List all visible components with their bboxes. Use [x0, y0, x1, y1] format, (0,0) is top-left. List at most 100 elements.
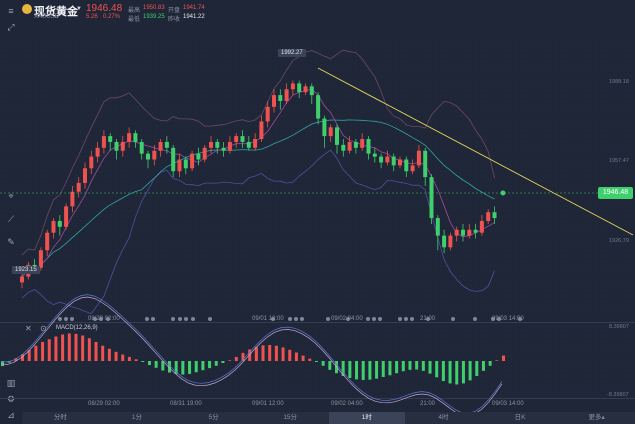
- event-marker[interactable]: [64, 317, 68, 321]
- macd-bar: [475, 361, 479, 376]
- macd-bar: [147, 361, 151, 366]
- menu-icon[interactable]: ≡: [8, 6, 14, 16]
- event-marker[interactable]: [451, 317, 455, 321]
- event-marker[interactable]: [378, 317, 382, 321]
- candle-body: [486, 212, 491, 221]
- macd-bar: [308, 358, 312, 361]
- tab-timeframe[interactable]: 日K: [514, 414, 526, 421]
- tab-timeframe[interactable]: 1分: [131, 414, 142, 421]
- candle-body: [290, 83, 295, 90]
- symbol-title[interactable]: 现货黄金: [34, 6, 78, 18]
- x-tick-label: 09/03 14:00: [492, 316, 524, 322]
- candle-body: [76, 182, 81, 192]
- macd-bar: [161, 361, 165, 371]
- candle-body: [120, 141, 125, 151]
- macd-bar: [114, 351, 118, 361]
- event-marker[interactable]: [70, 317, 74, 321]
- macd-bar: [74, 333, 78, 361]
- candle-body: [272, 95, 276, 107]
- macd-signal-line: [0, 294, 503, 414]
- event-marker[interactable]: [208, 317, 212, 321]
- macd-bar: [401, 361, 405, 372]
- event-marker[interactable]: [288, 317, 292, 321]
- macd-bar: [348, 361, 352, 378]
- candle-body: [146, 153, 150, 160]
- ma-line-fast: [21, 88, 495, 277]
- event-marker[interactable]: [145, 317, 149, 321]
- event-marker[interactable]: [518, 317, 522, 321]
- candle-body: [101, 136, 106, 148]
- macd-bar: [502, 355, 505, 361]
- candle-body: [127, 133, 132, 142]
- event-marker[interactable]: [366, 317, 370, 321]
- expand-icon[interactable]: ⤢: [7, 22, 15, 32]
- event-marker[interactable]: [58, 317, 62, 321]
- event-marker[interactable]: [106, 317, 110, 321]
- candle-body: [473, 229, 478, 233]
- candle-body: [278, 95, 283, 101]
- macd-bar: [234, 356, 238, 361]
- event-marker[interactable]: [473, 317, 477, 321]
- settings-icon[interactable]: ⊙: [40, 324, 47, 333]
- event-marker[interactable]: [93, 317, 97, 321]
- event-marker[interactable]: [300, 317, 304, 321]
- macd-bar: [294, 352, 298, 361]
- candle-body: [152, 150, 157, 160]
- event-marker[interactable]: [326, 317, 330, 321]
- ma-line-slow: [21, 119, 495, 277]
- event-marker[interactable]: [178, 317, 182, 321]
- macd-bar: [134, 359, 138, 361]
- chevron-down-icon[interactable]: ▼: [76, 6, 82, 12]
- event-marker[interactable]: [410, 317, 414, 321]
- macd-bar: [188, 361, 192, 374]
- event-marker[interactable]: [271, 317, 275, 321]
- tab-timeframe[interactable]: 15分: [283, 414, 298, 421]
- event-marker[interactable]: [191, 317, 195, 321]
- macd-bar: [194, 361, 198, 373]
- event-marker[interactable]: [151, 317, 155, 321]
- candle-body: [467, 229, 472, 236]
- x-tick-label: 21:00: [420, 316, 436, 322]
- candle-body: [341, 144, 346, 151]
- tab-timeframe[interactable]: 1时: [328, 412, 406, 424]
- trend-line[interactable]: [317, 67, 634, 236]
- stat-value-open: 1941.74: [183, 5, 205, 11]
- event-marker[interactable]: [426, 317, 430, 321]
- x-tick-label: 09/01 12:00: [252, 316, 284, 322]
- event-marker[interactable]: [404, 317, 408, 321]
- event-marker[interactable]: [372, 317, 376, 321]
- macd-bar: [421, 361, 425, 371]
- close-icon[interactable]: ✕: [25, 324, 32, 333]
- tab-timeframe[interactable]: 更多▴: [588, 414, 605, 421]
- macd-bar: [87, 338, 91, 361]
- macd-bar: [355, 361, 359, 380]
- event-marker[interactable]: [346, 317, 350, 321]
- bollinger-lower: [21, 149, 495, 315]
- event-marker[interactable]: [491, 317, 495, 321]
- event-marker[interactable]: [184, 317, 188, 321]
- macd-bar: [27, 350, 31, 361]
- candle-body: [202, 147, 207, 160]
- event-marker[interactable]: [497, 317, 501, 321]
- event-marker[interactable]: [398, 317, 402, 321]
- candle-body: [133, 133, 138, 142]
- macd-bar: [441, 361, 445, 382]
- candle-body: [83, 168, 87, 183]
- tab-timeframe[interactable]: 5分: [208, 414, 219, 421]
- macd-bar: [101, 345, 105, 361]
- macd-bar: [395, 361, 399, 374]
- event-marker[interactable]: [99, 317, 103, 321]
- event-markers[interactable]: [58, 317, 522, 321]
- macd-bar: [121, 354, 125, 361]
- candle-body: [183, 159, 188, 169]
- tab-timeframe[interactable]: 4时: [438, 414, 449, 421]
- tab-timeframe[interactable]: 分时: [53, 414, 67, 421]
- event-marker[interactable]: [171, 317, 175, 321]
- candle-body: [253, 139, 258, 148]
- event-marker[interactable]: [294, 317, 298, 321]
- y-tick-label: 1988.18: [609, 79, 629, 85]
- ruler-icon[interactable]: ⊿: [7, 410, 15, 420]
- macd-bar: [301, 355, 305, 361]
